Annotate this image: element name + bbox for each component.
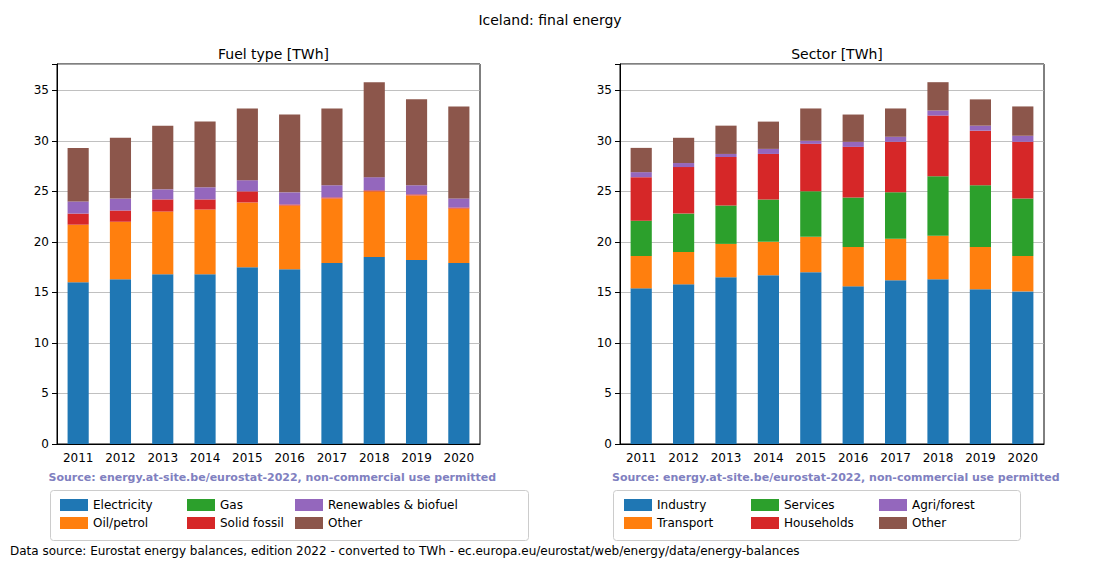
svg-text:Source: energy.at-site.be/euro: Source: energy.at-site.be/eurostat-2022,…: [612, 471, 1060, 484]
svg-text:25: 25: [597, 184, 612, 198]
svg-text:2016: 2016: [274, 451, 305, 465]
svg-text:Fuel type [TWh]: Fuel type [TWh]: [218, 46, 329, 62]
svg-text:5: 5: [604, 386, 612, 400]
svg-text:0: 0: [604, 437, 612, 451]
svg-text:2015: 2015: [796, 451, 827, 465]
svg-text:5: 5: [41, 386, 49, 400]
svg-text:2014: 2014: [190, 451, 221, 465]
svg-text:25: 25: [34, 184, 49, 198]
svg-text:2013: 2013: [147, 451, 178, 465]
svg-text:2016: 2016: [838, 451, 869, 465]
svg-text:2012: 2012: [105, 451, 136, 465]
svg-text:30: 30: [34, 134, 49, 148]
svg-text:20: 20: [34, 235, 49, 249]
svg-text:2018: 2018: [923, 451, 954, 465]
svg-text:2011: 2011: [63, 451, 94, 465]
svg-text:2018: 2018: [359, 451, 390, 465]
svg-text:Data source: Eurostat energy b: Data source: Eurostat energy balances, e…: [10, 544, 800, 558]
svg-text:Electricity: Electricity: [93, 498, 153, 512]
svg-text:2019: 2019: [401, 451, 432, 465]
svg-text:Renewables & biofuel: Renewables & biofuel: [328, 498, 458, 512]
svg-text:20: 20: [597, 235, 612, 249]
svg-text:Source: energy.at-site.be/euro: Source: energy.at-site.be/eurostat-2022,…: [49, 471, 497, 484]
svg-text:10: 10: [34, 336, 49, 350]
svg-text:35: 35: [34, 83, 49, 97]
svg-text:2012: 2012: [668, 451, 699, 465]
svg-text:Industry: Industry: [657, 498, 706, 512]
svg-text:35: 35: [597, 83, 612, 97]
svg-text:Transport: Transport: [656, 516, 714, 530]
svg-text:30: 30: [597, 134, 612, 148]
svg-text:15: 15: [34, 285, 49, 299]
svg-text:2011: 2011: [626, 451, 657, 465]
svg-text:0: 0: [41, 437, 49, 451]
svg-text:2019: 2019: [965, 451, 996, 465]
svg-text:2020: 2020: [1008, 451, 1039, 465]
svg-text:Other: Other: [328, 516, 362, 530]
svg-text:2015: 2015: [232, 451, 263, 465]
svg-text:2020: 2020: [444, 451, 475, 465]
svg-text:15: 15: [597, 285, 612, 299]
svg-text:Households: Households: [784, 516, 854, 530]
svg-text:Solid fossil: Solid fossil: [220, 516, 284, 530]
svg-text:2014: 2014: [753, 451, 784, 465]
svg-text:2017: 2017: [880, 451, 911, 465]
svg-text:Gas: Gas: [220, 498, 243, 512]
svg-text:Sector [TWh]: Sector [TWh]: [791, 46, 883, 62]
svg-text:2017: 2017: [317, 451, 348, 465]
svg-text:Agri/forest: Agri/forest: [912, 498, 975, 512]
svg-text:10: 10: [597, 336, 612, 350]
svg-text:2013: 2013: [711, 451, 742, 465]
svg-text:Services: Services: [784, 498, 835, 512]
svg-text:Oil/petrol: Oil/petrol: [93, 516, 148, 530]
svg-text:Other: Other: [912, 516, 946, 530]
svg-text:Iceland: final energy: Iceland: final energy: [478, 12, 621, 28]
